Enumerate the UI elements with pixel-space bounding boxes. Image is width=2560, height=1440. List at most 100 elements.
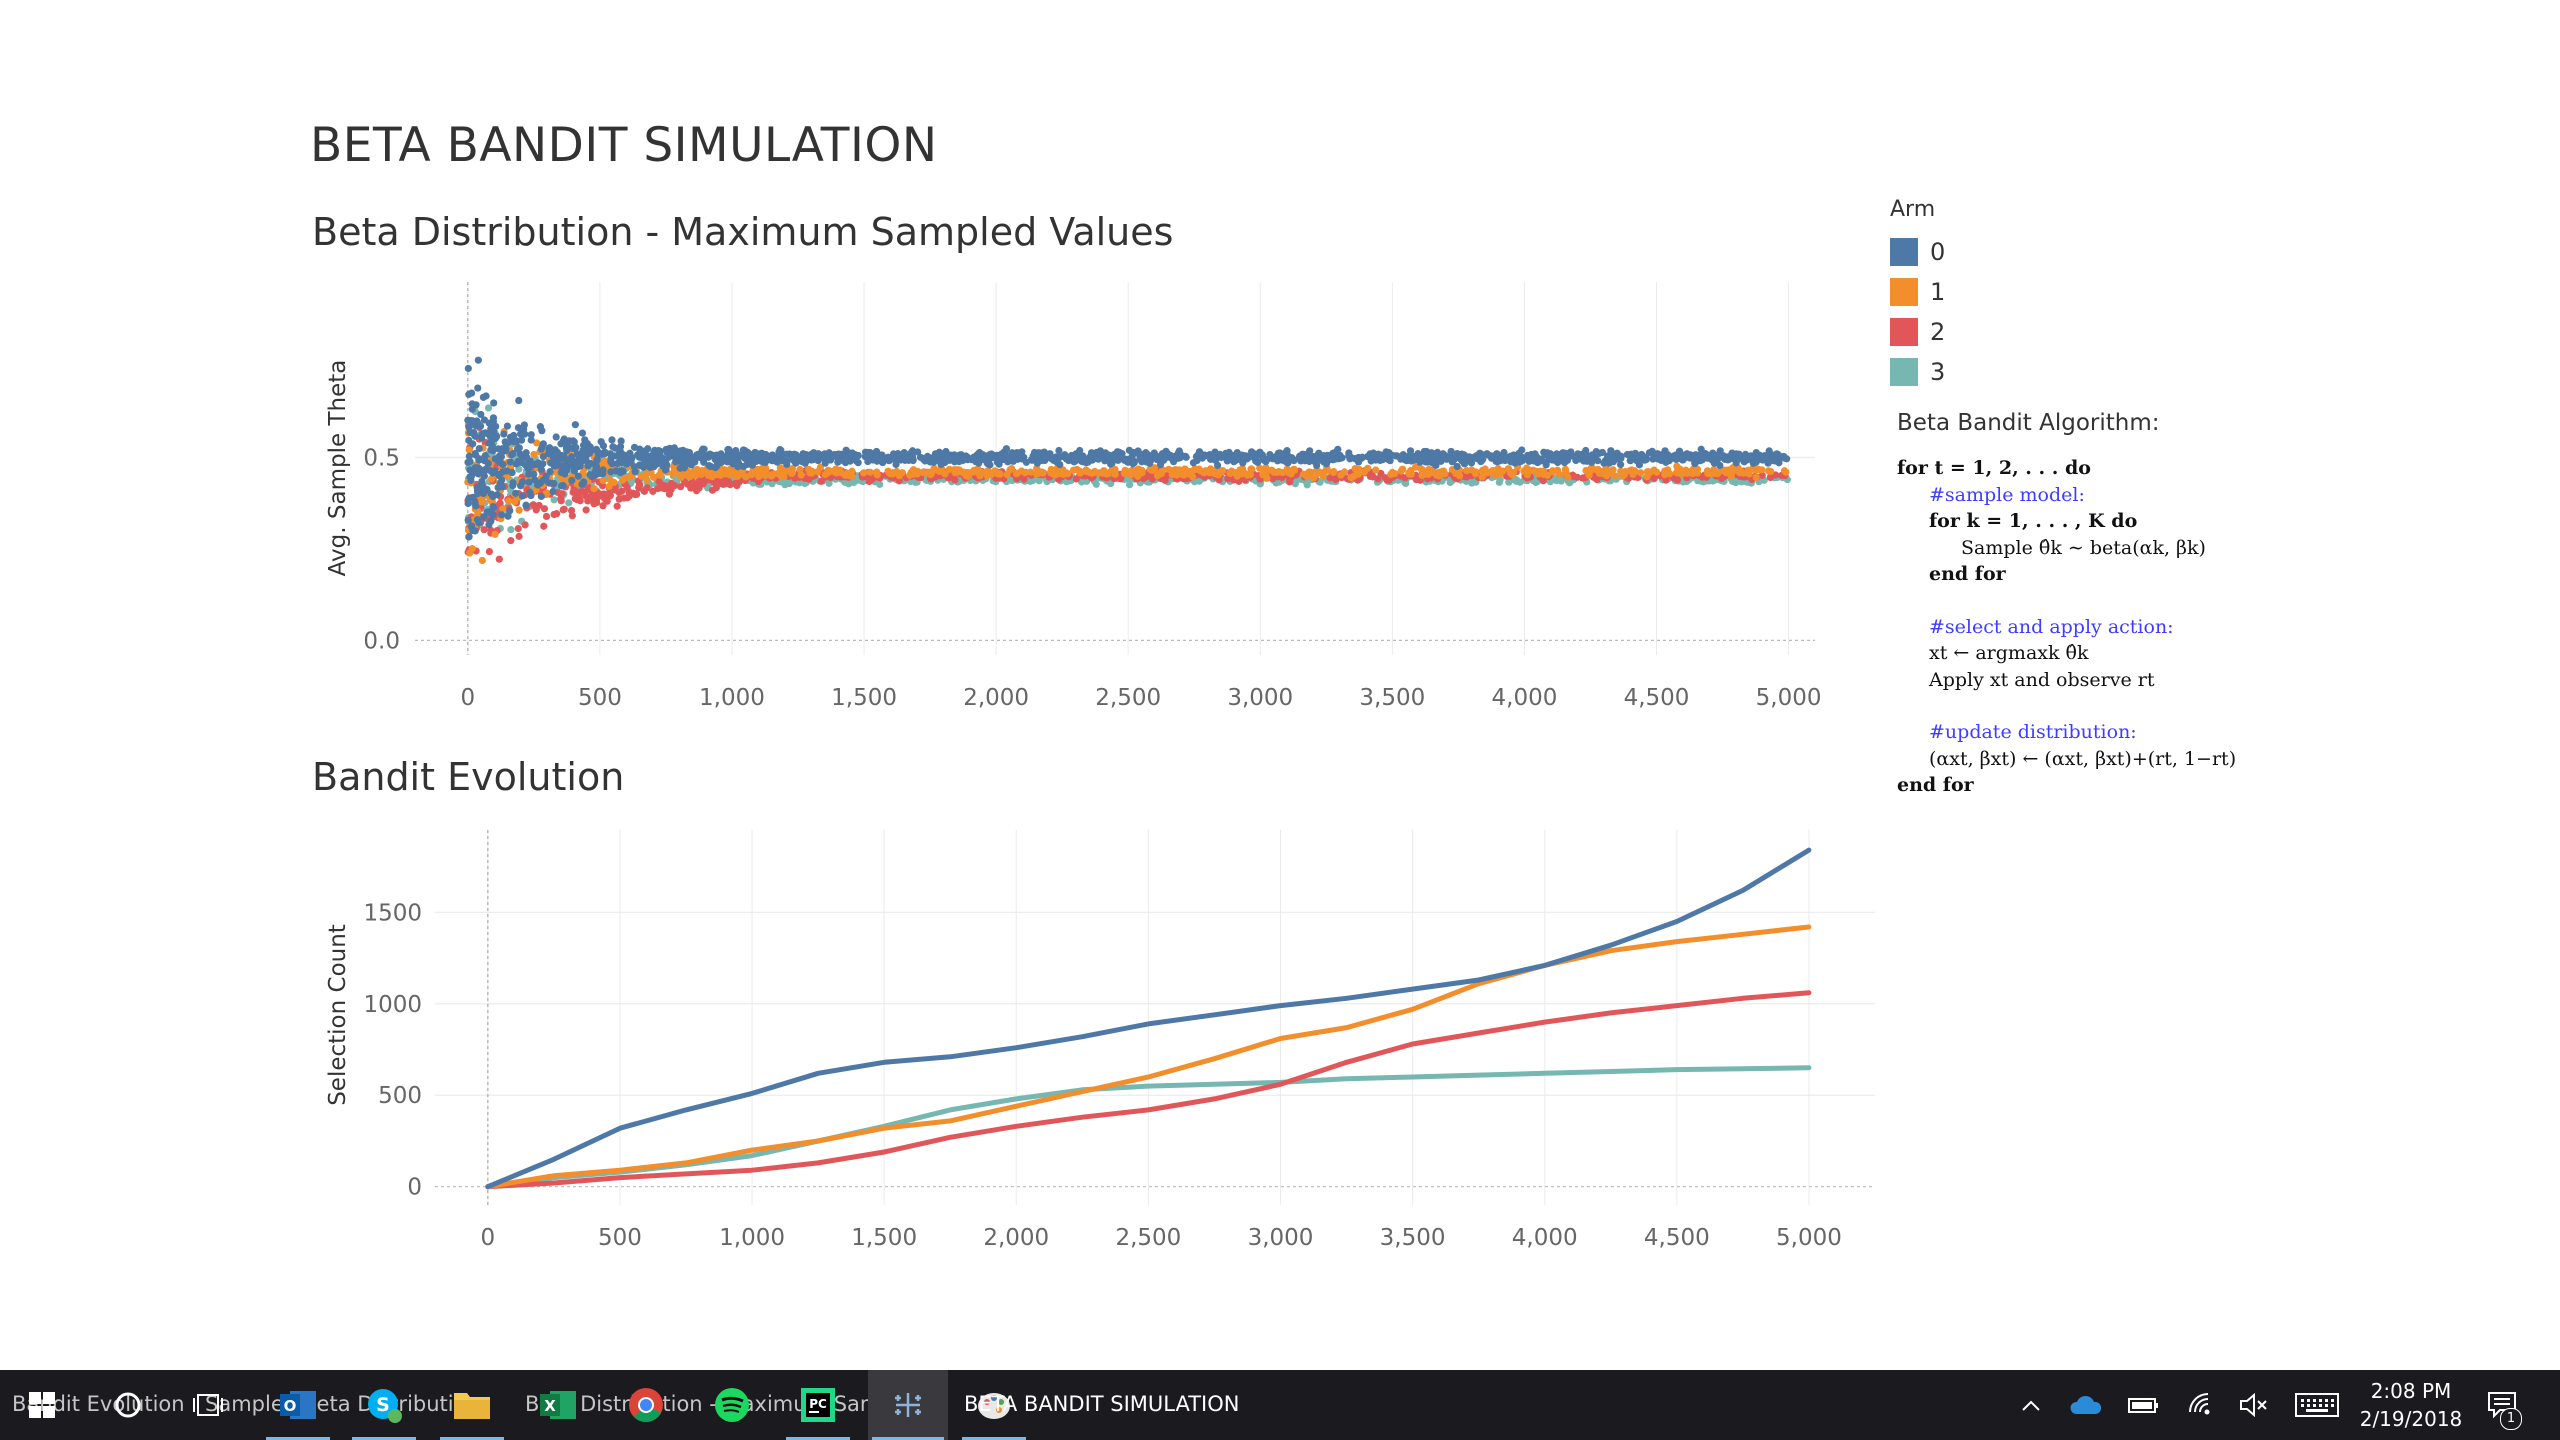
scatter-point — [773, 470, 782, 478]
cortana-button[interactable] — [100, 1370, 156, 1440]
scatter-point — [635, 453, 643, 461]
scatter-point — [489, 417, 498, 426]
scatter-point — [737, 451, 745, 459]
scatter-point — [1048, 455, 1056, 463]
scatter-point — [557, 497, 565, 505]
scatter-point — [914, 448, 922, 456]
scatter-point — [1508, 471, 1516, 479]
scatter-point — [631, 490, 639, 499]
wifi-tray[interactable] — [2182, 1370, 2222, 1440]
start-button[interactable] — [14, 1370, 70, 1440]
scatter-point — [1020, 475, 1028, 483]
scatter-point — [469, 526, 477, 535]
scatter-point — [1709, 456, 1717, 464]
scatter-point — [513, 445, 522, 453]
excel-taskbar[interactable]: X — [522, 1370, 594, 1440]
taskbar-window-label: Sample Theta Distribution — [205, 1392, 480, 1416]
scatter-point — [635, 483, 643, 492]
scatter-point — [1352, 455, 1360, 463]
scatter-point — [1648, 447, 1656, 455]
scatter-point — [1631, 467, 1639, 475]
scatter-point — [693, 465, 701, 474]
dashboard-title: BETA BANDIT SIMULATION — [310, 118, 938, 173]
scatter-point — [1114, 456, 1122, 464]
legend-title: Arm — [1890, 197, 1936, 222]
outlook-taskbar[interactable]: O — [262, 1370, 334, 1440]
scatter-point — [565, 456, 573, 464]
legend-label-arm-3: 3 — [1930, 358, 1946, 386]
clock-tray[interactable]: 2:08 PM 2/19/2018 — [2356, 1370, 2466, 1440]
scatter-point — [1510, 451, 1518, 459]
scatter-point — [1437, 452, 1445, 460]
scatter-point — [1463, 467, 1471, 475]
scatter-point — [475, 444, 483, 453]
scatter-x-tick-label: 1,000 — [699, 685, 765, 711]
scatter-point — [477, 498, 485, 506]
scatter-point — [761, 472, 769, 480]
scatter-point — [713, 477, 721, 485]
file-explorer-taskbar[interactable] — [436, 1370, 508, 1440]
scatter-point — [704, 471, 712, 479]
scatter-point — [1093, 454, 1102, 462]
scatter-point — [1123, 458, 1131, 466]
scatter-point — [1543, 471, 1552, 479]
scatter-point — [1447, 453, 1455, 462]
scatter-point — [1518, 453, 1526, 461]
touch-keyboard-tray[interactable] — [2290, 1370, 2344, 1440]
scatter-point — [1475, 452, 1483, 460]
series-line-arm-1 — [485, 924, 1812, 1190]
scatter-point — [683, 480, 692, 488]
scatter-point — [471, 464, 480, 472]
scatter-point — [1574, 450, 1582, 458]
battery-tray[interactable] — [2124, 1370, 2164, 1440]
scatter-point — [503, 472, 511, 481]
scatter-point — [1611, 472, 1619, 480]
scatter-point — [1435, 472, 1443, 480]
legend-item-arm-2[interactable]: 2 — [1890, 312, 1945, 352]
scatter-point — [1593, 466, 1601, 474]
show-hidden-icons-button[interactable] — [2014, 1370, 2048, 1440]
scatter-point — [534, 460, 542, 468]
pycharm-taskbar[interactable]: PC — [782, 1370, 854, 1440]
chrome-taskbar[interactable] — [610, 1370, 682, 1440]
scatter-point — [1740, 457, 1748, 465]
scatter-point — [677, 483, 685, 491]
line-plot[interactable]: 0 500 1,000 1,500 2,000 2,500 3,000 3,500 4,000 4… — [325, 830, 1875, 1251]
action-center-button[interactable]: 1 — [2478, 1370, 2528, 1440]
legend-item-arm-1[interactable]: 1 — [1890, 272, 1945, 312]
scatter-y-axis-title: Avg. Sample Theta — [325, 360, 351, 577]
scatter-point — [491, 530, 499, 538]
tableau-taskbar[interactable] — [868, 1370, 948, 1440]
scatter-point — [603, 497, 611, 505]
scatter-point — [1282, 448, 1290, 456]
scatter-point — [1611, 451, 1619, 459]
paint-taskbar[interactable] — [958, 1370, 1030, 1440]
legend-item-arm-3[interactable]: 3 — [1890, 352, 1945, 392]
chrome-icon — [629, 1388, 663, 1422]
legend-item-arm-0[interactable]: 0 — [1890, 232, 1945, 272]
scatter-point — [817, 477, 825, 485]
volume-tray[interactable] — [2234, 1370, 2274, 1440]
scatter-plot[interactable]: 0 500 1,000 1,500 2,000 2,500 3,000 3,500 4,000 4… — [325, 282, 1822, 711]
skype-taskbar[interactable]: S — [348, 1370, 420, 1440]
scatter-point — [1570, 472, 1578, 481]
scatter-point — [825, 468, 833, 476]
scatter-point — [480, 472, 488, 480]
scatter-point — [784, 467, 792, 475]
scatter-point — [498, 483, 506, 491]
scatter-point — [693, 479, 702, 487]
task-view-button[interactable] — [180, 1370, 236, 1440]
algo-line-end-inner: end for — [1929, 563, 2006, 585]
scatter-point — [1673, 468, 1681, 476]
scatter-point — [466, 549, 474, 557]
scatter-point — [485, 521, 493, 529]
scatter-point — [497, 511, 506, 519]
arm-legend[interactable]: Arm 0 1 2 3 — [1890, 197, 1945, 392]
charts-canvas[interactable]: 0 500 1,000 1,500 2,000 2,500 3,000 3,500 4,000 4… — [0, 0, 1900, 1320]
spotify-taskbar[interactable] — [696, 1370, 768, 1440]
onedrive-tray[interactable] — [2066, 1370, 2106, 1440]
scatter-point — [469, 417, 477, 425]
scatter-point — [1758, 471, 1766, 479]
windows-logo-icon — [29, 1392, 55, 1418]
scatter-point — [485, 508, 493, 516]
